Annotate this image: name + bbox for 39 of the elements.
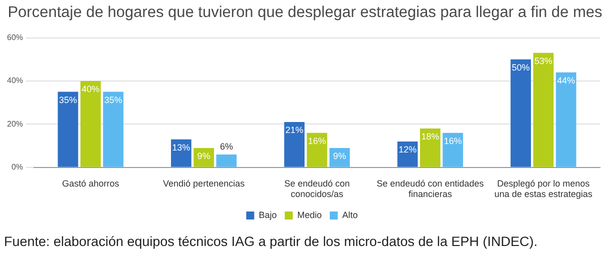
- y-tick-label: 0%: [11, 162, 24, 172]
- bar: [420, 128, 440, 167]
- x-tick-label: Se endeudó con conocidos/as: [284, 178, 350, 200]
- data-label: 40%: [82, 84, 100, 94]
- bar: [556, 72, 576, 167]
- y-tick-label: 40%: [6, 76, 24, 86]
- data-label: 53%: [534, 56, 552, 66]
- source-note: Fuente: elaboración equipos técnicos IAG a partir de los micro-datos de la EPH (INDEC).: [4, 234, 538, 249]
- x-tick-label: Vendió pertenencias: [163, 178, 246, 188]
- legend-label: Medio: [297, 210, 322, 220]
- x-tick-label: Gastó ahorros: [62, 178, 120, 188]
- legend-label: Alto: [342, 210, 358, 220]
- legend-label: Bajo: [258, 210, 277, 220]
- x-tick-label: Desplegó por lo menos una de estas estrategias: [494, 178, 593, 200]
- bar: [216, 154, 237, 167]
- data-label: 13%: [172, 142, 190, 152]
- data-label: 50%: [512, 62, 530, 72]
- x-tick-label: Se endeudó con entidades financieras: [376, 178, 484, 200]
- y-tick-label: 60%: [6, 33, 24, 42]
- data-label: 44%: [557, 75, 576, 86]
- bar: [284, 122, 305, 167]
- data-label: 9%: [333, 150, 346, 161]
- y-tick-label: 20%: [6, 119, 24, 128]
- data-label: 18%: [421, 132, 440, 142]
- data-label: 16%: [444, 136, 462, 146]
- bar: [80, 81, 101, 167]
- bar: [58, 92, 78, 167]
- data-label: 16%: [308, 136, 326, 146]
- data-label: 12%: [398, 144, 417, 154]
- data-label: 21%: [285, 125, 304, 136]
- chart-title: Porcentaje de hogares que tuvieron que desplegar estrategias para llegar a fin de mes: [6, 4, 604, 22]
- bar: [510, 59, 531, 167]
- bar: [103, 92, 124, 167]
- data-label: 35%: [104, 94, 122, 105]
- data-label: 35%: [58, 94, 77, 105]
- bar: [442, 132, 464, 167]
- bar: [533, 52, 554, 167]
- data-label: 9%: [197, 150, 210, 161]
- data-label: 6%: [220, 141, 233, 152]
